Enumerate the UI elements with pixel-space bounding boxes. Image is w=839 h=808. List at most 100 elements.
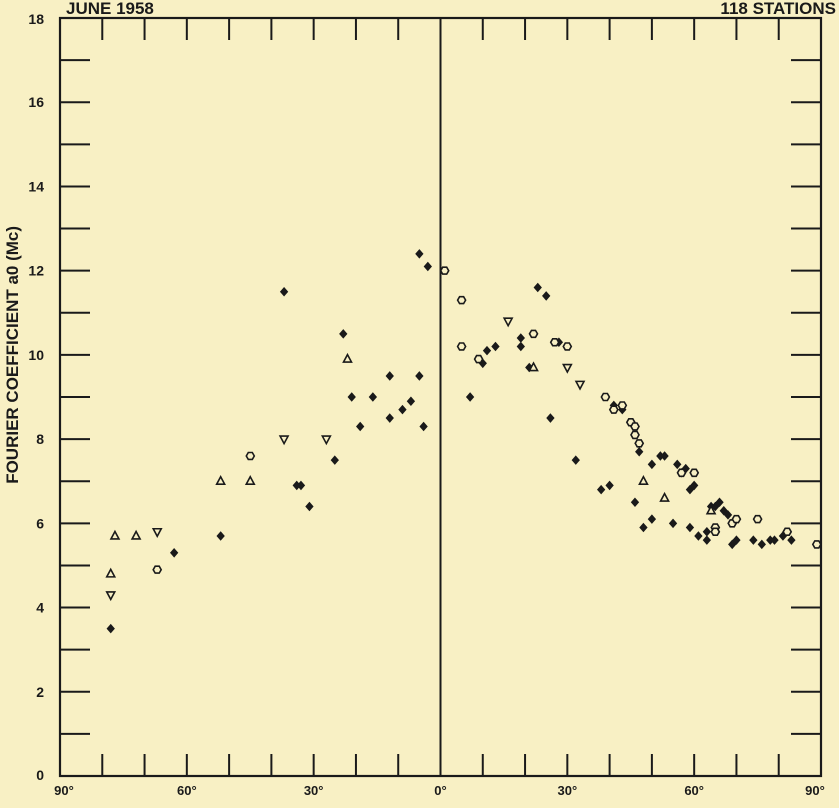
data-point-hexagon [456, 295, 467, 305]
data-point-triangle-up [705, 504, 717, 515]
data-point-diamond [635, 446, 644, 457]
data-point-diamond [296, 480, 306, 491]
data-point-diamond [398, 404, 407, 415]
data-point-diamond [516, 333, 525, 343]
data-points [105, 249, 822, 634]
data-point-hexagon [617, 401, 628, 410]
y-axis-label: FOURIER COEFFICIENT a0 (Mc) [3, 226, 22, 484]
data-point-hexagon [710, 527, 721, 537]
data-point-diamond [106, 623, 115, 634]
data-point-hexagon [630, 422, 640, 431]
y-tick-label: 4 [36, 600, 44, 616]
data-point-diamond [723, 510, 733, 520]
y-tick-label: 10 [28, 347, 44, 363]
chart-title-right: 118 STATIONS [720, 0, 836, 18]
data-point-hexagon [634, 439, 645, 448]
data-point-diamond [732, 535, 741, 545]
data-point-diamond [660, 451, 669, 461]
data-point-triangle-up [638, 475, 649, 486]
data-point-hexagon [152, 565, 163, 574]
data-point-diamond [491, 341, 500, 352]
data-point-diamond [639, 522, 648, 533]
data-point-hexagon [811, 540, 822, 549]
data-point-diamond [719, 505, 728, 516]
data-point-hexagon [752, 514, 763, 524]
data-point-diamond [385, 413, 394, 423]
data-point-diamond [305, 501, 314, 512]
data-point-diamond [339, 329, 348, 339]
x-tick-labels: 90° 60° 30° 0° 30° 60° 90° [54, 783, 825, 798]
data-point-hexagon [549, 337, 560, 347]
x-tick-label: 30° [304, 783, 324, 798]
data-point-triangle-up [528, 361, 539, 372]
x-tick-label: 60° [177, 783, 197, 798]
data-point-triangle-up [105, 567, 117, 578]
x-tick-label: 90° [54, 783, 74, 798]
data-point-hexagon [528, 329, 539, 339]
data-point-diamond [169, 548, 179, 558]
y-tick-label: 8 [36, 431, 44, 447]
y-tick-label: 2 [36, 684, 44, 700]
data-point-hexagon [600, 392, 611, 402]
data-point-diamond [406, 396, 416, 406]
data-point-hexagon [731, 514, 742, 524]
data-point-diamond [368, 392, 378, 402]
x-tick-label: 0° [434, 783, 446, 798]
data-point-diamond [685, 522, 695, 533]
data-point-triangle-down [151, 527, 163, 538]
data-point-diamond [330, 455, 339, 465]
data-point-diamond [630, 497, 640, 508]
axis-ticks [59, 17, 822, 777]
data-point-diamond [385, 371, 394, 381]
data-point-diamond [546, 413, 555, 423]
data-point-triangle-up [659, 491, 670, 502]
data-point-diamond [715, 497, 724, 508]
data-point-diamond [605, 480, 614, 491]
data-point-triangle-down [574, 380, 586, 391]
data-point-hexagon [630, 430, 640, 440]
data-point-hexagon [439, 266, 450, 275]
data-point-triangle-down [502, 317, 514, 328]
data-point-diamond [787, 535, 796, 545]
data-point-hexagon [245, 451, 256, 461]
y-tick-label: 16 [28, 94, 44, 110]
y-tick-label: 12 [28, 263, 44, 279]
data-point-hexagon [676, 468, 687, 478]
data-point-diamond [356, 421, 365, 432]
data-point-diamond [694, 531, 703, 541]
data-point-diamond [728, 539, 737, 550]
y-tick-label: 18 [28, 11, 44, 27]
y-tick-labels: 0 2 4 6 8 10 12 14 16 18 [28, 11, 44, 783]
data-point-diamond [702, 535, 712, 545]
data-point-diamond [702, 526, 712, 537]
data-point-triangle-up [342, 352, 353, 363]
data-point-diamond [347, 392, 356, 402]
data-point-diamond [685, 484, 695, 495]
data-point-triangle-up [109, 529, 121, 540]
data-point-diamond [596, 484, 606, 495]
x-tick-label: 90° [805, 783, 825, 798]
data-point-diamond [465, 392, 475, 402]
data-point-diamond [770, 535, 779, 545]
data-point-diamond [749, 535, 758, 545]
data-point-diamond [415, 371, 424, 381]
data-point-diamond [571, 455, 580, 465]
data-point-hexagon [456, 342, 467, 351]
data-point-diamond [647, 459, 657, 470]
data-point-diamond [711, 501, 720, 512]
data-point-triangle-down [561, 363, 573, 374]
chart-title-left: JUNE 1958 [66, 0, 154, 18]
data-point-diamond [533, 282, 542, 293]
data-point-diamond [690, 480, 699, 491]
y-tick-label: 0 [36, 767, 44, 783]
y-tick-label: 6 [36, 515, 44, 531]
data-point-triangle-up [130, 529, 142, 540]
data-point-diamond [216, 531, 225, 541]
data-point-diamond [668, 518, 678, 529]
data-point-diamond [423, 261, 432, 272]
data-point-diamond [516, 341, 525, 352]
data-point-triangle-down [105, 591, 117, 602]
data-point-diamond [279, 286, 289, 297]
